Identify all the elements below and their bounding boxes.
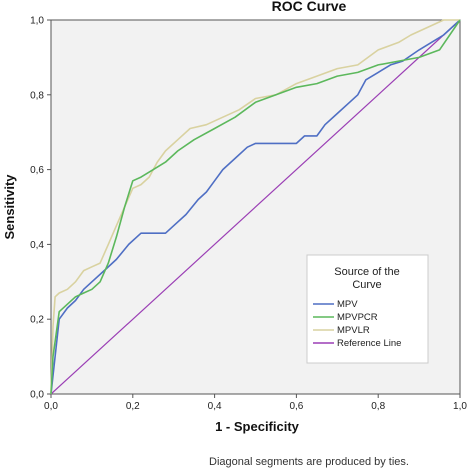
series-line-reference-line xyxy=(50,19,461,395)
y-tick-label: 0,8 xyxy=(30,90,44,101)
y-tick-label: 0,4 xyxy=(30,240,44,251)
y-axis-label: Sensitivity xyxy=(2,174,17,240)
x-axis-label: 1 - Specificity xyxy=(215,419,300,434)
legend-title-line2: Curve xyxy=(352,279,381,291)
legend-box xyxy=(306,254,429,364)
chart-title: ROC Curve xyxy=(272,0,347,14)
footnote: Diagonal segments are produced by ties. xyxy=(209,456,409,468)
series-line-mpv xyxy=(50,19,461,395)
x-tick-label: 0,4 xyxy=(208,401,222,412)
y-tick-label: 0,6 xyxy=(30,165,44,176)
x-tick-label: 0,2 xyxy=(126,401,140,412)
legend-label: MPVPCR xyxy=(337,312,378,323)
series-line-mpvpcr xyxy=(50,19,461,395)
legend-title-line1: Source of the xyxy=(334,266,399,278)
y-tick-label: 1,0 xyxy=(30,16,44,27)
series-line-mpvlr xyxy=(50,19,460,395)
x-tick-label: 0,6 xyxy=(289,401,303,412)
legend-label: MPVLR xyxy=(337,325,370,336)
x-tick-label: 0,0 xyxy=(44,401,58,412)
y-tick-label: 0,0 xyxy=(30,390,44,401)
legend-label: Reference Line xyxy=(337,338,401,349)
y-tick-label: 0,2 xyxy=(30,315,44,326)
x-tick-label: 1,0 xyxy=(453,401,467,412)
x-tick-label: 0,8 xyxy=(371,401,385,412)
legend-label: MPV xyxy=(337,299,358,310)
legend: Source of the Curve MPV MPVPCR MPVLR Refere… xyxy=(306,254,429,364)
